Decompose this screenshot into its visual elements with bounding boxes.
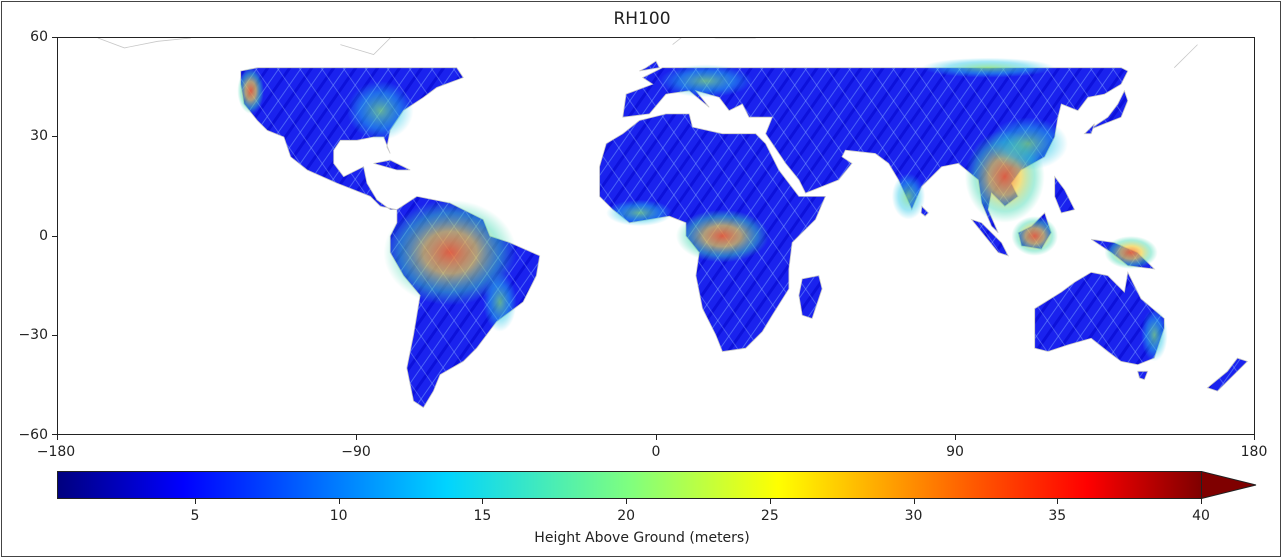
y-tick-mark — [52, 136, 57, 137]
colorbar-tick-label: 15 — [473, 508, 492, 524]
colorbar-tick-label: 10 — [329, 508, 348, 524]
x-tick-label: −90 — [341, 444, 371, 460]
x-tick-label: 0 — [651, 444, 661, 460]
colorbar-tick-label: 20 — [617, 508, 636, 524]
y-tick-mark — [52, 434, 57, 435]
amazon-hotspot — [383, 199, 517, 306]
borneo-hotspot — [1011, 216, 1058, 256]
colorbar-tick-label: 25 — [760, 508, 779, 524]
colorbar-tick-mark — [338, 499, 340, 504]
y-tick-mark — [52, 37, 57, 38]
y-tick-mark — [52, 335, 57, 336]
new-guinea-hotspot — [1104, 236, 1158, 269]
swath-overlay-japan-south — [1084, 123, 1095, 134]
swath-overlay-cuba — [373, 160, 411, 170]
swath-overlay-australia — [1034, 272, 1165, 365]
west-africa-warm — [606, 199, 673, 227]
world-map — [97, 38, 1249, 409]
x-tick-label: −180 — [36, 444, 76, 460]
atlantic-forest-warm — [483, 272, 517, 332]
swath-overlay-sumatra — [971, 219, 1009, 256]
colorbar-label: Height Above Ground (meters) — [534, 530, 750, 546]
hudson-outline — [340, 38, 391, 55]
europe-warm — [659, 64, 753, 98]
colorbar-gradient — [57, 471, 1202, 499]
x-tick-mark — [356, 435, 357, 440]
chart-title: RH100 — [613, 9, 671, 29]
x-tick-mark — [1254, 435, 1255, 440]
x-tick-label: 180 — [1240, 444, 1268, 460]
colorbar-tick-mark — [913, 499, 915, 504]
swath-overlay-sri-lanka — [921, 206, 929, 217]
colorbar-tick-label: 35 — [1048, 508, 1067, 524]
x-tick-mark — [656, 435, 657, 440]
y-tick-label: −30 — [18, 327, 48, 343]
y-tick-label: 30 — [30, 128, 48, 144]
swath-overlay-philippines — [1054, 176, 1075, 213]
y-tick-label: 60 — [30, 29, 48, 45]
colorbar-tick-label: 40 — [1192, 508, 1210, 524]
swath-overlay-madagascar — [798, 275, 823, 319]
us-west-hotspot — [237, 67, 264, 114]
colorbar-tick-mark — [1201, 499, 1202, 504]
alaska-outline — [97, 38, 191, 49]
colorbar-tick-mark — [626, 499, 628, 504]
swath-overlay-new-zealand — [1207, 358, 1248, 392]
y-tick-label: −60 — [18, 427, 48, 443]
colorbar-tick-mark — [194, 499, 196, 504]
china-warm — [988, 117, 1068, 170]
kamchatka-outline — [1173, 44, 1198, 68]
x-tick-mark — [955, 435, 956, 440]
colorbar-tick-label: 30 — [904, 508, 923, 524]
swath-overlay-great-britain — [639, 61, 660, 71]
colorbar-tick-mark — [769, 499, 771, 504]
x-tick-mark — [57, 435, 58, 440]
x-tick-label: 90 — [946, 444, 964, 460]
colorbar-tick-mark — [1057, 499, 1059, 504]
colorbar — [57, 471, 1257, 499]
swath-overlay-north-america — [240, 67, 464, 210]
congo-hotspot — [675, 209, 769, 263]
y-tick-mark — [52, 236, 57, 237]
east-australia-warm — [1141, 308, 1168, 362]
siberia-warm — [921, 57, 1055, 78]
colorbar-tick-label: 5 — [190, 508, 200, 524]
y-tick-label: 0 — [39, 228, 48, 244]
map-panel — [57, 37, 1255, 435]
india-warm — [891, 173, 926, 220]
land-masses — [97, 38, 1249, 409]
swath-overlay-japan — [1087, 90, 1128, 131]
us-east-warm — [347, 80, 414, 141]
colorbar-tick-mark — [482, 499, 484, 504]
swath-overlay-tasmania — [1137, 371, 1148, 380]
scandinavia-outline — [672, 38, 756, 45]
colorbar-extend-arrow — [1201, 471, 1257, 499]
